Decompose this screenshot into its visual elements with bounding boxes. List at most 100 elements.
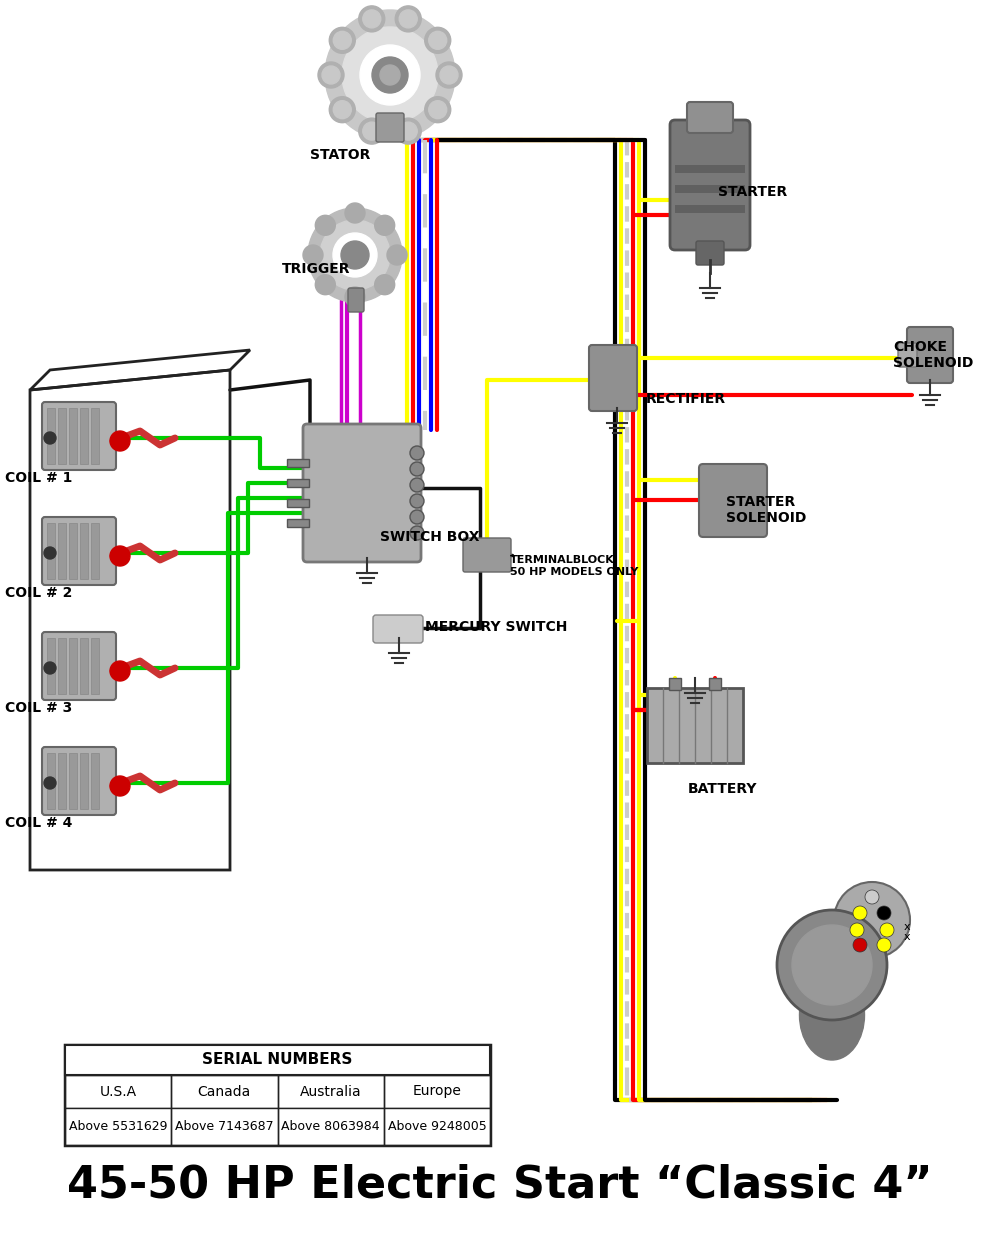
Bar xyxy=(65,1046,490,1145)
Circle shape xyxy=(360,44,420,105)
Circle shape xyxy=(315,216,335,236)
Bar xyxy=(69,753,77,809)
Circle shape xyxy=(372,57,408,92)
Bar xyxy=(287,519,309,526)
Circle shape xyxy=(429,101,447,118)
FancyBboxPatch shape xyxy=(687,102,733,133)
Text: U.S.A: U.S.A xyxy=(100,1085,137,1099)
FancyBboxPatch shape xyxy=(373,615,423,642)
Circle shape xyxy=(110,432,130,451)
FancyBboxPatch shape xyxy=(589,345,637,411)
Bar xyxy=(47,523,55,580)
Circle shape xyxy=(333,31,351,49)
Circle shape xyxy=(110,776,130,797)
Bar xyxy=(80,753,88,809)
Bar xyxy=(91,408,99,464)
Circle shape xyxy=(410,478,424,492)
Text: CHOKE
SOLENOID: CHOKE SOLENOID xyxy=(893,340,973,370)
Circle shape xyxy=(342,27,438,123)
Text: SWITCH BOX: SWITCH BOX xyxy=(380,530,480,544)
Text: x: x xyxy=(904,932,911,942)
Circle shape xyxy=(318,62,344,88)
Circle shape xyxy=(363,10,381,28)
Bar xyxy=(91,637,99,694)
Bar xyxy=(65,1108,490,1145)
Circle shape xyxy=(880,924,894,937)
Bar xyxy=(278,1075,384,1145)
Circle shape xyxy=(395,6,421,32)
Circle shape xyxy=(410,446,424,460)
Bar xyxy=(171,1075,278,1145)
FancyBboxPatch shape xyxy=(696,240,724,265)
Text: Above 9248005: Above 9248005 xyxy=(388,1120,486,1133)
Text: Canada: Canada xyxy=(198,1085,251,1099)
Circle shape xyxy=(320,219,390,290)
Bar xyxy=(80,637,88,694)
Circle shape xyxy=(410,494,424,508)
Bar xyxy=(65,1075,171,1145)
Text: COIL # 3: COIL # 3 xyxy=(5,702,72,715)
Bar xyxy=(384,1075,490,1145)
Bar xyxy=(287,499,309,507)
Circle shape xyxy=(777,910,887,1020)
Bar xyxy=(69,637,77,694)
Bar xyxy=(80,523,88,580)
Bar xyxy=(58,637,66,694)
Circle shape xyxy=(399,122,417,141)
Bar xyxy=(69,523,77,580)
Text: STARTER
SOLENOID: STARTER SOLENOID xyxy=(726,494,806,525)
Circle shape xyxy=(359,6,385,32)
Bar xyxy=(69,408,77,464)
Bar xyxy=(675,165,745,173)
Circle shape xyxy=(325,10,455,141)
Circle shape xyxy=(850,924,864,937)
Circle shape xyxy=(429,31,447,49)
Bar xyxy=(91,753,99,809)
Text: COIL # 1: COIL # 1 xyxy=(5,471,72,485)
Text: COIL # 4: COIL # 4 xyxy=(5,816,72,830)
Text: Above 5531629: Above 5531629 xyxy=(69,1120,167,1133)
Circle shape xyxy=(395,118,421,144)
Circle shape xyxy=(341,240,369,269)
Circle shape xyxy=(399,10,417,28)
Circle shape xyxy=(44,432,56,444)
Circle shape xyxy=(44,547,56,559)
Bar xyxy=(675,205,745,213)
Circle shape xyxy=(410,462,424,476)
FancyBboxPatch shape xyxy=(670,120,750,250)
FancyBboxPatch shape xyxy=(699,464,767,538)
Bar xyxy=(287,459,309,467)
Bar xyxy=(65,1046,490,1075)
Circle shape xyxy=(853,938,867,952)
Circle shape xyxy=(425,27,451,53)
Text: Australia: Australia xyxy=(300,1085,361,1099)
Circle shape xyxy=(44,777,56,789)
Text: TRIGGER: TRIGGER xyxy=(282,261,351,276)
Bar xyxy=(669,678,681,690)
Text: Above 8063984: Above 8063984 xyxy=(281,1120,380,1133)
Circle shape xyxy=(329,27,355,53)
Bar xyxy=(58,408,66,464)
Circle shape xyxy=(345,287,365,307)
Circle shape xyxy=(877,938,891,952)
FancyBboxPatch shape xyxy=(42,517,116,584)
Bar xyxy=(647,688,743,763)
Circle shape xyxy=(308,208,402,302)
Circle shape xyxy=(110,546,130,566)
Text: Above 7143687: Above 7143687 xyxy=(175,1120,274,1133)
Circle shape xyxy=(387,245,407,265)
Circle shape xyxy=(44,662,56,674)
Bar xyxy=(675,185,745,194)
Circle shape xyxy=(865,890,879,904)
Bar xyxy=(58,523,66,580)
Text: COIL # 2: COIL # 2 xyxy=(5,586,72,600)
Bar xyxy=(58,753,66,809)
Bar xyxy=(287,478,309,487)
Circle shape xyxy=(345,203,365,223)
FancyBboxPatch shape xyxy=(42,402,116,470)
Text: MERCURY SWITCH: MERCURY SWITCH xyxy=(425,620,567,634)
Bar xyxy=(91,523,99,580)
Text: STARTER: STARTER xyxy=(718,185,787,199)
Text: STATOR: STATOR xyxy=(310,148,370,162)
FancyBboxPatch shape xyxy=(303,424,421,562)
